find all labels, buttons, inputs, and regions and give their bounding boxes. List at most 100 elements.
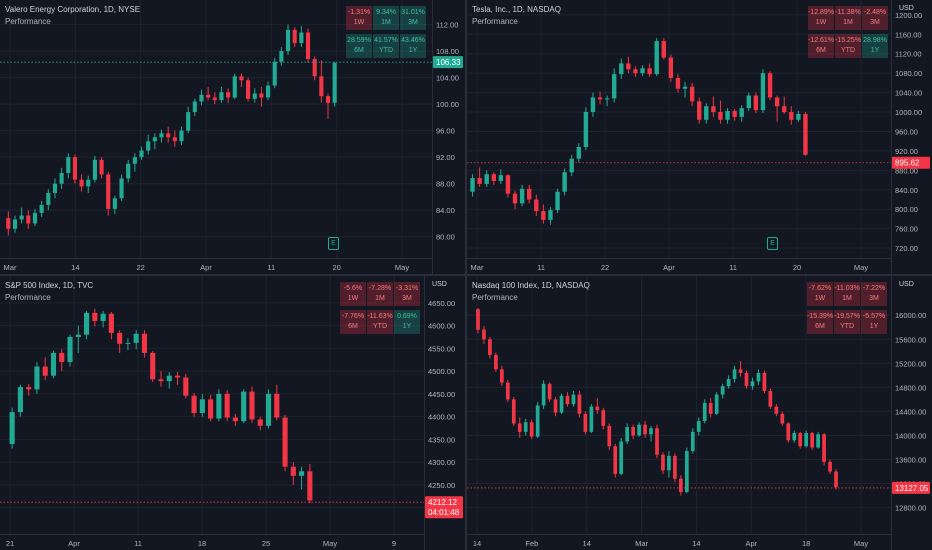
candle — [159, 129, 164, 143]
candle-body — [226, 92, 231, 98]
candle — [192, 98, 197, 117]
candle-body — [649, 428, 653, 435]
x-axis-tick-label: Mar — [4, 263, 17, 272]
candle-body — [146, 141, 151, 151]
candle-body — [174, 375, 181, 378]
performance-period: 3M — [408, 19, 418, 26]
chart-panel-vlo[interactable]: 112.00 108.00 104.00 100.00 96.00 92.00 88.00 8… — [0, 0, 465, 274]
candle — [753, 92, 759, 113]
candle-body — [292, 29, 297, 44]
candle — [249, 386, 255, 424]
candle — [571, 390, 576, 407]
candle-body — [476, 309, 480, 330]
x-axis-tick-label: 11 — [537, 263, 545, 272]
chart-panel-ndx[interactable]: 16000.00 15600.00 15200.00 14800.00 14400.00… — [467, 276, 932, 550]
symbol-title[interactable]: Nasdaq 100 Index, 1D, NASDAQ — [472, 281, 590, 290]
indicator-label[interactable]: Performance — [5, 293, 51, 302]
candle — [595, 398, 600, 414]
candle-body — [590, 97, 596, 113]
candle — [232, 413, 238, 426]
candle — [117, 330, 123, 353]
candle — [491, 172, 496, 185]
indicator-label[interactable]: Performance — [472, 293, 518, 302]
price-chart[interactable]: 112.00 108.00 104.00 100.00 96.00 92.00 88.00 8… — [0, 0, 465, 274]
candle-body — [34, 366, 40, 390]
candle — [141, 330, 148, 358]
candle — [186, 106, 191, 134]
price-chart[interactable]: 1200.00 1160.00 1120.00 1080.00 1040.00 1000.… — [467, 0, 932, 274]
last-price-tag — [892, 481, 930, 494]
candle-body — [803, 113, 808, 155]
earnings-marker-icon[interactable]: E — [767, 237, 778, 250]
price-chart[interactable]: 4650.00 4600.00 4550.00 4500.00 4450.00 4400.… — [0, 276, 465, 550]
performance-period: 1W — [353, 19, 365, 26]
candle — [307, 464, 313, 504]
candle-body — [517, 423, 522, 432]
candle-body — [219, 92, 224, 101]
candle — [535, 401, 540, 438]
candle — [259, 86, 264, 107]
earnings-marker-icon[interactable]: E — [328, 237, 339, 250]
performance-cell-6m: -12.61% 6M — [808, 34, 834, 58]
candle-body — [117, 332, 123, 344]
symbol-title[interactable]: Tesla, Inc., 1D, NASDAQ — [472, 5, 561, 14]
candle-body — [152, 137, 157, 142]
indicator-label[interactable]: Performance — [472, 17, 518, 26]
candle-body — [702, 403, 707, 422]
candle-body — [768, 390, 773, 407]
performance-period: 1Y — [870, 47, 880, 54]
currency-label: USD — [899, 5, 914, 12]
price-chart[interactable]: 16000.00 15600.00 15200.00 14800.00 14400.00… — [467, 276, 932, 550]
y-axis-tick-label: 1080.00 — [895, 69, 922, 78]
candle-body — [756, 372, 761, 382]
candle — [50, 350, 57, 379]
candle — [718, 100, 723, 124]
candle — [523, 418, 528, 436]
performance-cell-1m: -11.03% 1M — [834, 282, 860, 306]
performance-cell-ytd: -11.63% YTD — [367, 310, 393, 334]
candle-body — [66, 157, 71, 174]
performance-period: 1M — [843, 19, 853, 26]
candle-body — [562, 172, 567, 192]
candle-body — [100, 313, 106, 322]
candle-body — [786, 423, 791, 441]
symbol-title[interactable]: Valero Energy Corporation, 1D, NYSE — [5, 5, 141, 14]
candle — [541, 204, 546, 224]
candle-body — [470, 178, 475, 192]
candle-body — [192, 101, 197, 113]
candle-body — [249, 391, 255, 420]
chart-panel-tsla[interactable]: 1200.00 1160.00 1120.00 1080.00 1040.00 1000.… — [467, 0, 932, 274]
candle — [59, 349, 65, 372]
candle — [125, 338, 131, 351]
candle — [199, 393, 205, 417]
candle — [774, 404, 779, 417]
candle-body — [774, 406, 779, 414]
candle — [780, 411, 785, 426]
indicator-label[interactable]: Performance — [5, 17, 51, 26]
candle-body — [782, 106, 787, 113]
candle — [152, 133, 157, 150]
candle — [216, 389, 222, 422]
performance-period: 3M — [402, 295, 412, 302]
candle-body — [613, 446, 618, 474]
candle — [732, 365, 737, 383]
candle — [744, 370, 749, 389]
candle — [332, 61, 337, 107]
candle — [682, 81, 688, 98]
symbol-title[interactable]: S&P 500 Index, 1D, TVC — [5, 281, 94, 290]
candle-body — [668, 57, 674, 79]
performance-value: -7.22% — [862, 285, 886, 292]
performance-period: 3M — [869, 295, 879, 302]
performance-value: 31.01% — [401, 9, 425, 16]
candle — [750, 377, 755, 390]
performance-cell-1y: 0.69% 1Y — [394, 310, 420, 334]
candle-body — [661, 454, 665, 471]
x-axis-tick-label: Apr — [200, 263, 212, 272]
candle — [505, 380, 510, 402]
candle — [583, 411, 588, 435]
chart-panel-spx[interactable]: 4650.00 4600.00 4550.00 4500.00 4450.00 4400.… — [0, 276, 465, 550]
candle — [312, 56, 317, 81]
candle — [199, 89, 204, 106]
y-axis-tick-label: 14000.00 — [895, 431, 926, 440]
